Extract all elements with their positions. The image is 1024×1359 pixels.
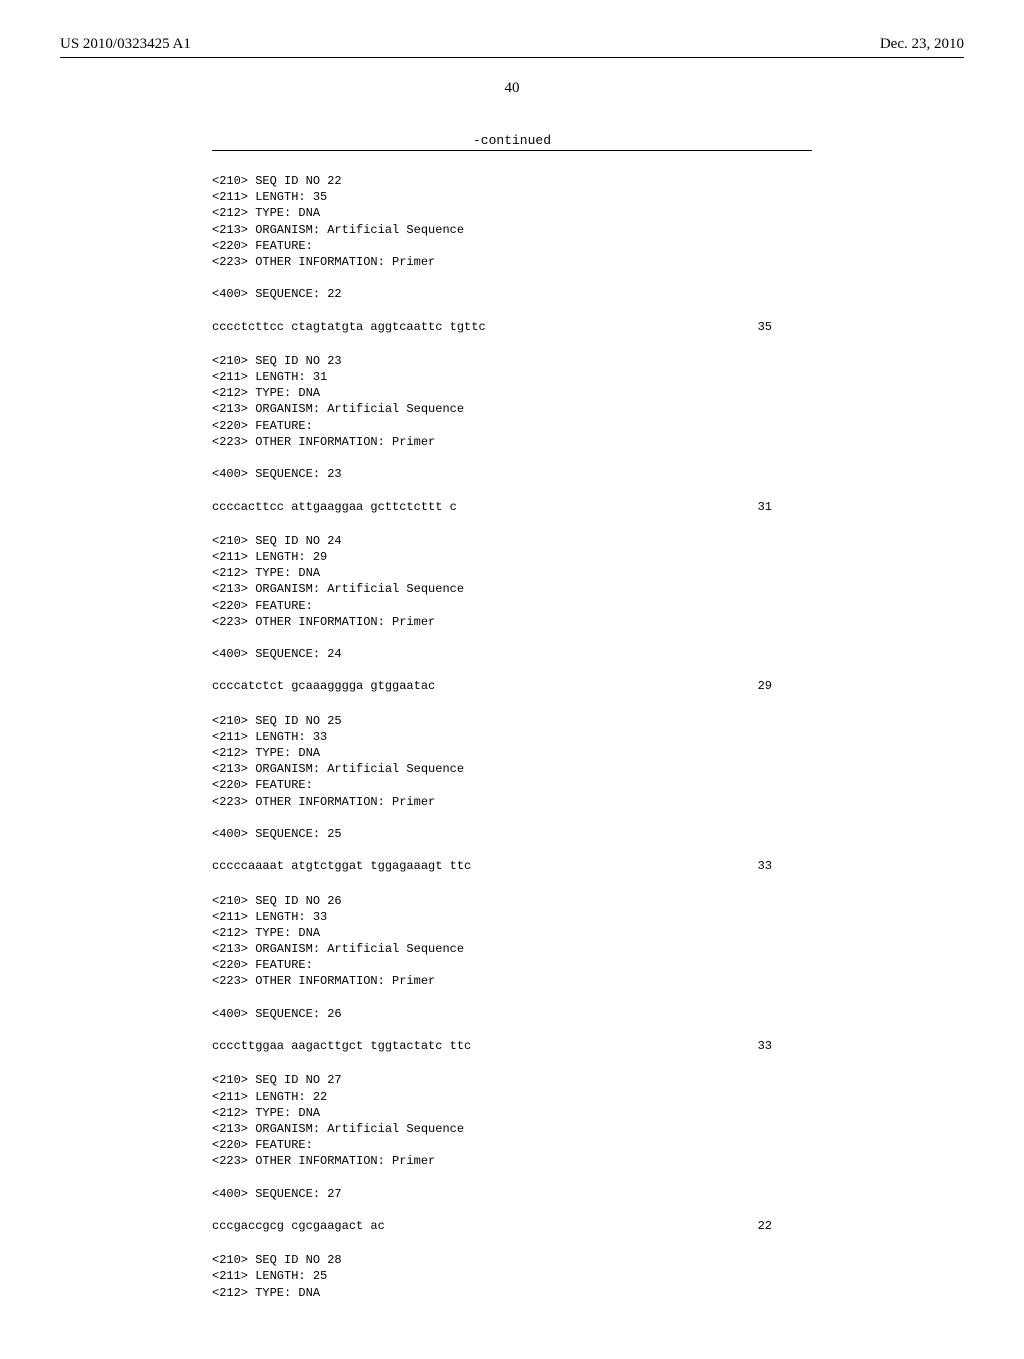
- sequence-block: <210> SEQ ID NO 28<211> LENGTH: 25<212> …: [212, 1252, 812, 1301]
- sequence-meta-line: <211> LENGTH: 22: [212, 1089, 812, 1105]
- sequence-line: cccccaaaat atgtctggat tggagaaagt ttc 33: [212, 858, 772, 874]
- sequence-meta-line: <212> TYPE: DNA: [212, 745, 812, 761]
- sequence-meta-line: <223> OTHER INFORMATION: Primer: [212, 614, 812, 630]
- sequence-block: <210> SEQ ID NO 22<211> LENGTH: 35<212> …: [212, 173, 812, 335]
- sequence-meta-line: <213> ORGANISM: Artificial Sequence: [212, 581, 812, 597]
- sequence-meta-line: <210> SEQ ID NO 26: [212, 893, 812, 909]
- sequence-meta-line: <211> LENGTH: 31: [212, 369, 812, 385]
- sequence-meta-line: <211> LENGTH: 33: [212, 729, 812, 745]
- sequence-meta-line: <223> OTHER INFORMATION: Primer: [212, 1153, 812, 1169]
- sequence-meta-line: <220> FEATURE:: [212, 957, 812, 973]
- sequence-line: cccctcttcc ctagtatgta aggtcaattc tgttc 35: [212, 319, 772, 335]
- sequence-length: 33: [732, 1038, 772, 1054]
- sequence-text: ccccatctct gcaaagggga gtggaatac: [212, 678, 435, 694]
- sequence-meta-line: <210> SEQ ID NO 23: [212, 353, 812, 369]
- sequence-label: <400> SEQUENCE: 24: [212, 646, 812, 662]
- sequence-block: <210> SEQ ID NO 23<211> LENGTH: 31<212> …: [212, 353, 812, 515]
- sequence-meta-line: <210> SEQ ID NO 25: [212, 713, 812, 729]
- sequence-container: <210> SEQ ID NO 22<211> LENGTH: 35<212> …: [212, 173, 812, 1301]
- sequence-length: 35: [732, 319, 772, 335]
- sequence-meta-line: <212> TYPE: DNA: [212, 1285, 812, 1301]
- sequence-meta-line: <211> LENGTH: 33: [212, 909, 812, 925]
- sequence-meta-line: <223> OTHER INFORMATION: Primer: [212, 254, 812, 270]
- sequence-listing: -continued <210> SEQ ID NO 22<211> LENGT…: [212, 133, 812, 1301]
- sequence-block: <210> SEQ ID NO 25<211> LENGTH: 33<212> …: [212, 713, 812, 875]
- sequence-meta-line: <211> LENGTH: 29: [212, 549, 812, 565]
- sequence-meta-line: <212> TYPE: DNA: [212, 1105, 812, 1121]
- sequence-text: cccccaaaat atgtctggat tggagaaagt ttc: [212, 858, 471, 874]
- sequence-meta-line: <220> FEATURE:: [212, 598, 812, 614]
- sequence-length: 22: [732, 1218, 772, 1234]
- sequence-line: ccccatctct gcaaagggga gtggaatac 29: [212, 678, 772, 694]
- sequence-block: <210> SEQ ID NO 24<211> LENGTH: 29<212> …: [212, 533, 812, 695]
- sequence-meta-line: <210> SEQ ID NO 22: [212, 173, 812, 189]
- sequence-label: <400> SEQUENCE: 25: [212, 826, 812, 842]
- sequence-meta-line: <212> TYPE: DNA: [212, 565, 812, 581]
- sequence-meta-line: <213> ORGANISM: Artificial Sequence: [212, 941, 812, 957]
- sequence-line: ccccacttcc attgaaggaa gcttctcttt c 31: [212, 499, 772, 515]
- sequence-meta-line: <213> ORGANISM: Artificial Sequence: [212, 1121, 812, 1137]
- sequence-block: <210> SEQ ID NO 27<211> LENGTH: 22<212> …: [212, 1072, 812, 1234]
- sequence-meta-line: <210> SEQ ID NO 28: [212, 1252, 812, 1268]
- sequence-length: 31: [732, 499, 772, 515]
- sequence-label: <400> SEQUENCE: 22: [212, 286, 812, 302]
- sequence-meta-line: <220> FEATURE:: [212, 238, 812, 254]
- sequence-length: 33: [732, 858, 772, 874]
- sequence-block: <210> SEQ ID NO 26<211> LENGTH: 33<212> …: [212, 893, 812, 1055]
- sequence-meta-line: <220> FEATURE:: [212, 1137, 812, 1153]
- sequence-meta-line: <211> LENGTH: 35: [212, 189, 812, 205]
- sequence-meta-line: <223> OTHER INFORMATION: Primer: [212, 434, 812, 450]
- sequence-label: <400> SEQUENCE: 26: [212, 1006, 812, 1022]
- page-header: US 2010/0323425 A1 Dec. 23, 2010: [60, 36, 964, 53]
- continued-label: -continued: [212, 133, 812, 148]
- sequence-meta-line: <223> OTHER INFORMATION: Primer: [212, 794, 812, 810]
- sequence-text: cccgaccgcg cgcgaagact ac: [212, 1218, 385, 1234]
- sequence-meta-line: <220> FEATURE:: [212, 777, 812, 793]
- publication-date: Dec. 23, 2010: [880, 36, 964, 53]
- header-rule: [60, 57, 964, 58]
- continued-rule: [212, 150, 812, 151]
- sequence-text: ccccacttcc attgaaggaa gcttctcttt c: [212, 499, 457, 515]
- sequence-text: cccctcttcc ctagtatgta aggtcaattc tgttc: [212, 319, 486, 335]
- sequence-meta-line: <212> TYPE: DNA: [212, 205, 812, 221]
- sequence-meta-line: <213> ORGANISM: Artificial Sequence: [212, 761, 812, 777]
- sequence-meta-line: <213> ORGANISM: Artificial Sequence: [212, 222, 812, 238]
- publication-number: US 2010/0323425 A1: [60, 36, 191, 53]
- sequence-meta-line: <210> SEQ ID NO 27: [212, 1072, 812, 1088]
- sequence-label: <400> SEQUENCE: 23: [212, 466, 812, 482]
- sequence-meta-line: <212> TYPE: DNA: [212, 385, 812, 401]
- sequence-label: <400> SEQUENCE: 27: [212, 1186, 812, 1202]
- sequence-meta-line: <212> TYPE: DNA: [212, 925, 812, 941]
- page-number: 40: [60, 80, 964, 97]
- sequence-line: ccccttggaa aagacttgct tggtactatc ttc 33: [212, 1038, 772, 1054]
- sequence-line: cccgaccgcg cgcgaagact ac 22: [212, 1218, 772, 1234]
- sequence-meta-line: <223> OTHER INFORMATION: Primer: [212, 973, 812, 989]
- sequence-text: ccccttggaa aagacttgct tggtactatc ttc: [212, 1038, 471, 1054]
- sequence-meta-line: <213> ORGANISM: Artificial Sequence: [212, 401, 812, 417]
- sequence-meta-line: <210> SEQ ID NO 24: [212, 533, 812, 549]
- sequence-length: 29: [732, 678, 772, 694]
- page: US 2010/0323425 A1 Dec. 23, 2010 40 -con…: [0, 0, 1024, 1359]
- sequence-meta-line: <220> FEATURE:: [212, 418, 812, 434]
- sequence-meta-line: <211> LENGTH: 25: [212, 1268, 812, 1284]
